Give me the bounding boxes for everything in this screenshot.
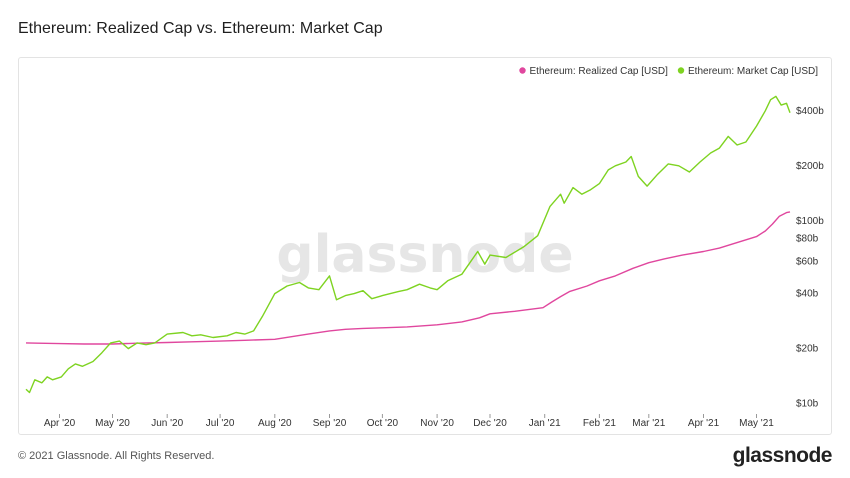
x-tick-label: Aug '20 [258, 418, 292, 429]
x-tick-label: Apr '20 [44, 418, 76, 429]
y-tick-label: $80b [796, 234, 819, 245]
chart-panel [18, 57, 832, 435]
legend[interactable]: Ethereum: Market Cap [USD] Ethereum: Real… [519, 66, 818, 77]
y-tick-label: $200b [796, 161, 824, 172]
y-tick-label: $10b [796, 399, 819, 410]
x-tick-label: Dec '20 [473, 418, 507, 429]
legend-swatch-0[interactable] [519, 67, 526, 74]
chart-title: Ethereum: Realized Cap vs. Ethereum: Mar… [18, 20, 383, 37]
x-axis: Apr '20 May '20 Jun '20 Jul '20 Aug '20 Sep '… [44, 414, 774, 429]
copyright-text: © 2021 Glassnode. All Rights Reserved. [18, 450, 215, 462]
x-tick-label: Sep '20 [313, 418, 347, 429]
x-tick-label: Oct '20 [367, 418, 399, 429]
x-tick-label: Feb '21 [583, 418, 616, 429]
x-tick-label: May '20 [95, 418, 130, 429]
series-line-1[interactable] [25, 95, 791, 394]
y-tick-label: $100b [796, 216, 824, 227]
legend-swatch-1[interactable] [677, 67, 685, 74]
watermark: glassnode [276, 225, 573, 285]
legend-label-0[interactable]: Ethereum: Realized Cap [USD] [530, 66, 669, 77]
brand-logo[interactable]: glassnode [732, 444, 833, 467]
y-axis: $10b $20b $40b $60b $80b $100b $200b $400b [796, 106, 824, 410]
x-tick-label: Nov '20 [420, 418, 454, 429]
y-tick-label: $40b [796, 289, 819, 300]
x-tick-label: Mar '21 [632, 418, 665, 429]
x-tick-label: Jan '21 [529, 418, 561, 429]
y-tick-label: $400b [796, 106, 824, 117]
series-line-0[interactable] [25, 211, 791, 345]
x-tick-label: Jul '20 [206, 418, 235, 429]
x-tick-label: Apr '21 [688, 418, 720, 429]
y-tick-label: $60b [796, 256, 819, 267]
x-tick-label: May '21 [739, 418, 774, 429]
y-tick-label: $20b [796, 344, 819, 355]
x-tick-label: Jun '20 [151, 418, 183, 429]
legend-label-1[interactable]: Ethereum: Market Cap [USD] [688, 66, 818, 77]
series-layer [25, 95, 791, 394]
